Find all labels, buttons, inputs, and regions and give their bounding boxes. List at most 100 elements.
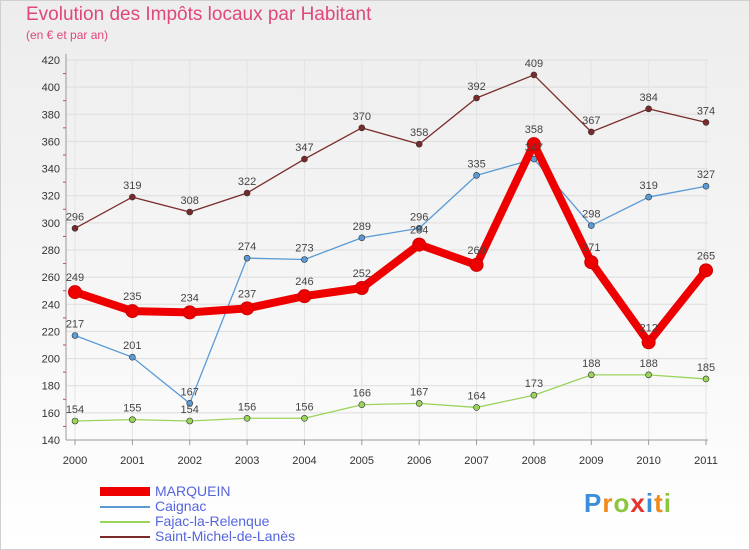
legend-label-saint-michel-de-lan-s: Saint-Michel-de-Lanès	[155, 528, 296, 544]
data-label-fajac-la-relenque: 156	[238, 401, 256, 413]
data-point-marquein	[68, 285, 82, 300]
data-label-saint-michel-de-lan-s: 322	[238, 176, 256, 188]
legend-swatch-fajac-la-relenque	[100, 520, 150, 523]
data-label-caignac: 347	[525, 142, 543, 154]
data-label-caignac: 296	[410, 211, 428, 223]
data-point-caignac	[587, 222, 595, 229]
data-label-saint-michel-de-lan-s: 370	[353, 111, 371, 123]
logo-letter: o	[613, 488, 631, 518]
x-tick-label: 2008	[522, 455, 546, 467]
data-label-saint-michel-de-lan-s: 384	[639, 92, 657, 104]
y-tick-label: 420	[42, 55, 60, 67]
data-label-saint-michel-de-lan-s: 347	[295, 142, 313, 154]
y-tick-label: 140	[42, 435, 60, 447]
data-point-saint-michel-de-lan-s	[243, 189, 251, 197]
data-label-saint-michel-de-lan-s: 308	[181, 195, 199, 207]
logo-letter: i	[663, 488, 672, 518]
data-point-marquein	[125, 304, 140, 319]
proxiti-logo: Proxiti	[584, 488, 672, 519]
y-tick-label: 360	[42, 136, 60, 148]
data-point-saint-michel-de-lan-s	[587, 128, 595, 136]
x-tick-label: 2000	[63, 455, 87, 467]
data-point-marquein	[297, 289, 312, 304]
data-labels: 296 319 308 322 347 370 358 392 409 367 384 374 217 2…	[66, 58, 715, 416]
data-point-saint-michel-de-lan-s	[358, 124, 366, 132]
data-point-marquein	[641, 335, 656, 350]
data-point-fajac-la-relenque	[587, 371, 595, 379]
data-label-marquein: 234	[181, 292, 199, 304]
data-point-caignac	[71, 332, 79, 339]
logo-letter: i	[645, 488, 655, 518]
data-label-saint-michel-de-lan-s: 358	[410, 127, 428, 139]
y-tick-label: 380	[42, 109, 60, 121]
data-point-caignac	[358, 234, 366, 242]
y-tick-label: 200	[42, 354, 60, 366]
data-label-fajac-la-relenque: 185	[697, 362, 715, 374]
y-tick-label: 280	[42, 245, 60, 257]
data-point-saint-michel-de-lan-s	[702, 119, 710, 126]
data-label-caignac: 319	[639, 180, 657, 192]
x-tick-label: 2011	[694, 455, 718, 467]
data-label-caignac: 273	[295, 243, 313, 255]
data-label-marquein: 358	[525, 124, 543, 136]
data-label-fajac-la-relenque: 188	[582, 358, 600, 370]
y-tick-label: 180	[42, 381, 60, 393]
y-tick-label: 320	[42, 191, 60, 203]
x-tick-label: 2003	[235, 455, 259, 467]
series-group	[68, 71, 713, 425]
data-label-caignac: 335	[467, 158, 485, 170]
x-tick-label: 2001	[120, 455, 144, 467]
x-tick-label: 2010	[636, 455, 660, 467]
series-line-marquein	[71, 140, 710, 347]
y-tick-label: 340	[42, 164, 60, 176]
data-label-caignac: 167	[181, 386, 199, 398]
data-label-fajac-la-relenque: 164	[467, 390, 485, 402]
data-point-marquein	[240, 301, 255, 316]
data-label-saint-michel-de-lan-s: 367	[582, 115, 600, 127]
data-label-marquein: 284	[410, 225, 428, 237]
logo-letter: P	[584, 488, 603, 518]
data-point-marquein	[699, 263, 713, 278]
x-tick-label: 2002	[177, 455, 201, 467]
data-label-fajac-la-relenque: 188	[639, 358, 657, 370]
data-label-marquein: 235	[123, 291, 141, 303]
x-tick-label: 2009	[579, 455, 603, 467]
data-point-saint-michel-de-lan-s	[301, 155, 308, 163]
data-point-saint-michel-de-lan-s	[129, 193, 136, 201]
data-point-caignac	[301, 256, 308, 263]
grid	[66, 59, 708, 441]
data-label-marquein: 265	[697, 250, 715, 262]
data-point-saint-michel-de-lan-s	[473, 94, 480, 102]
chart-subtitle: (en € et par an)	[26, 28, 109, 42]
data-point-fajac-la-relenque	[358, 401, 366, 409]
data-point-fajac-la-relenque	[645, 371, 652, 379]
y-tick-label: 240	[42, 299, 60, 311]
data-point-caignac	[702, 182, 710, 190]
data-point-marquein	[354, 281, 369, 295]
data-label-fajac-la-relenque: 154	[181, 404, 199, 416]
data-point-caignac	[415, 224, 423, 232]
data-label-fajac-la-relenque: 173	[525, 378, 543, 390]
data-label-saint-michel-de-lan-s: 319	[123, 180, 141, 192]
data-label-marquein: 252	[353, 268, 371, 280]
series-line-fajac-la-relenque	[74, 374, 707, 422]
x-tick-label: 2007	[464, 455, 488, 467]
data-label-caignac: 274	[238, 241, 256, 253]
data-point-caignac	[186, 400, 194, 407]
data-point-fajac-la-relenque	[186, 417, 194, 425]
y-tick-label: 300	[42, 218, 60, 230]
series-line-saint-michel-de-lan-s	[74, 74, 707, 229]
data-point-fajac-la-relenque	[702, 375, 710, 383]
data-label-caignac: 327	[697, 169, 715, 181]
legend-swatch-saint-michel-de-lan-s	[100, 535, 150, 538]
data-label-saint-michel-de-lan-s: 409	[525, 58, 543, 70]
logo-letter: r	[602, 488, 614, 518]
legend-swatch-marquein	[100, 487, 150, 496]
y-tick-label: 220	[42, 326, 60, 338]
legend-swatch-caignac	[100, 505, 150, 508]
series-line-caignac	[74, 158, 707, 405]
data-point-marquein	[412, 237, 427, 252]
data-label-marquein: 271	[582, 242, 600, 254]
data-point-marquein	[526, 137, 541, 152]
